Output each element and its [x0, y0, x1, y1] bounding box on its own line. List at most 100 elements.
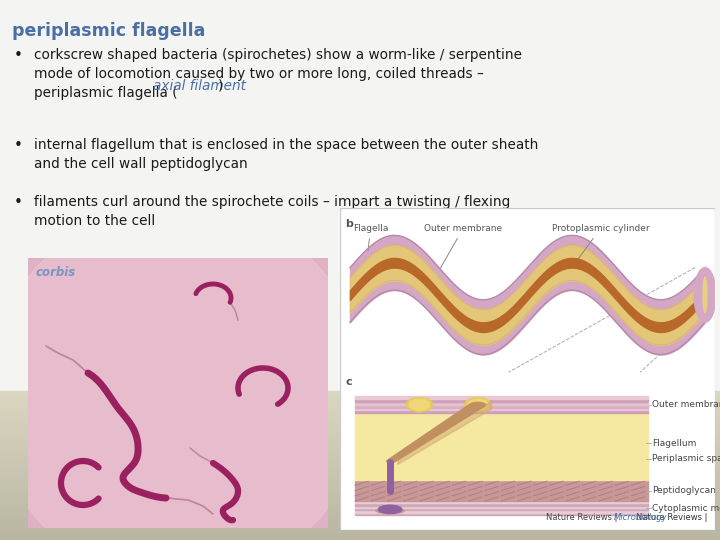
Bar [0, 124, 720, 125]
Text: •: • [14, 138, 23, 153]
Bar [0, 121, 720, 122]
Bar [0, 30, 720, 31]
Bar [0, 116, 720, 117]
Bar [0, 102, 720, 103]
Ellipse shape [429, 430, 442, 434]
Bar [0, 26, 720, 27]
Bar [0, 57, 720, 58]
Ellipse shape [434, 427, 447, 431]
Ellipse shape [409, 399, 430, 410]
Ellipse shape [412, 442, 423, 446]
Bar [0, 60, 720, 61]
Bar [0, 83, 720, 84]
Bar [0, 150, 720, 151]
Ellipse shape [452, 414, 467, 419]
Bar [0, 25, 720, 26]
Bar [0, 29, 720, 30]
Bar [0, 92, 720, 93]
Bar [0, 144, 720, 145]
Ellipse shape [433, 428, 446, 431]
Bar [0, 86, 720, 87]
Ellipse shape [451, 415, 465, 420]
Bar [0, 93, 720, 94]
Text: Cytoplasmic membrane: Cytoplasmic membrane [652, 503, 720, 512]
Ellipse shape [470, 402, 486, 407]
Ellipse shape [391, 511, 396, 514]
Bar [0, 50, 720, 51]
Bar [355, 503, 647, 505]
Bar [0, 126, 720, 127]
Bar [0, 103, 720, 104]
Bar [0, 132, 720, 133]
Bar [0, 85, 720, 86]
Bar [0, 100, 720, 101]
Ellipse shape [387, 460, 395, 463]
Bar [0, 46, 720, 47]
Bar [0, 22, 720, 23]
Text: Peptidoglycan: Peptidoglycan [652, 486, 716, 495]
Bar [0, 115, 720, 116]
Bar [0, 128, 720, 129]
Ellipse shape [397, 510, 402, 513]
Ellipse shape [397, 452, 408, 455]
Ellipse shape [439, 423, 453, 428]
Bar [355, 413, 647, 480]
Text: Outer membrane: Outer membrane [652, 400, 720, 409]
Bar [0, 112, 720, 113]
Bar [0, 133, 720, 134]
Ellipse shape [384, 508, 389, 510]
Ellipse shape [392, 456, 401, 460]
Bar [0, 73, 720, 74]
Ellipse shape [446, 419, 460, 423]
Ellipse shape [460, 409, 474, 414]
Ellipse shape [395, 454, 405, 457]
Bar [0, 74, 720, 75]
Text: filaments curl around the spirochete coils – impart a twisting / flexing
motion : filaments curl around the spirochete coi… [34, 195, 510, 228]
Bar [0, 131, 720, 132]
Text: axial filament: axial filament [153, 78, 246, 92]
Bar [0, 88, 720, 89]
Bar [0, 108, 720, 109]
Ellipse shape [464, 407, 479, 411]
Text: •: • [14, 195, 23, 210]
Bar [0, 58, 720, 59]
Bar [0, 38, 720, 39]
Bar [355, 396, 647, 399]
Ellipse shape [376, 510, 381, 512]
Ellipse shape [390, 457, 400, 460]
Ellipse shape [414, 441, 426, 444]
Bar [355, 501, 647, 503]
Bar [0, 125, 720, 126]
Text: internal flagellum that is enclosed in the space between the outer sheath
and th: internal flagellum that is enclosed in t… [34, 138, 539, 171]
Ellipse shape [467, 399, 488, 410]
Ellipse shape [387, 459, 397, 462]
Ellipse shape [389, 458, 398, 461]
Bar [355, 505, 647, 508]
Bar [0, 143, 720, 144]
Text: Nature Reviews |: Nature Reviews | [546, 513, 621, 522]
Bar [0, 63, 720, 64]
Bar [0, 71, 720, 72]
Bar [0, 43, 720, 44]
Ellipse shape [449, 417, 462, 422]
Bar [0, 24, 720, 25]
Bar [0, 134, 720, 135]
Bar [0, 145, 720, 146]
Ellipse shape [410, 443, 421, 447]
Text: Nature Reviews | Microbiology: Nature Reviews | Microbiology [582, 513, 710, 522]
Bar [0, 137, 720, 138]
Bar [0, 20, 720, 21]
Bar [0, 41, 720, 42]
Bar [0, 91, 720, 92]
Bar [0, 13, 720, 14]
Bar [0, 0, 720, 255]
Text: •: • [14, 48, 23, 63]
Ellipse shape [408, 445, 418, 448]
Bar [0, 14, 720, 15]
Bar [0, 17, 720, 18]
Bar [0, 31, 720, 32]
Bar [0, 99, 720, 100]
Bar [0, 129, 720, 130]
Bar [0, 138, 720, 139]
Ellipse shape [454, 414, 468, 418]
